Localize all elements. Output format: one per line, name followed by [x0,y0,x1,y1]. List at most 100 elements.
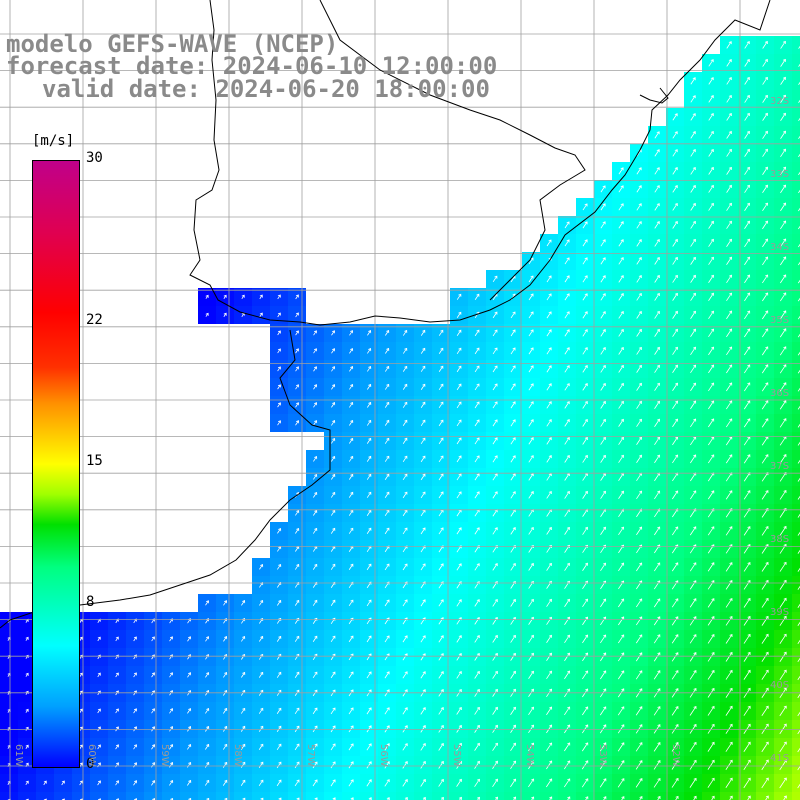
wind-arrow-head [602,382,606,387]
wind-arrow [635,706,643,716]
wind-arrow-head [639,490,643,494]
wind-arrow [780,238,786,248]
wind-arrow-head [657,688,661,692]
wind-arrow [546,437,552,445]
wind-arrow [492,743,498,751]
wind-arrow-head [440,329,444,333]
wind-arrow-head [765,490,769,494]
wind-arrow [492,509,498,517]
wind-arrow [618,419,624,427]
wind-arrow-head [657,670,661,674]
wind-arrow-head [332,509,336,513]
wind-arrow [349,384,353,390]
wind-arrow [330,474,336,480]
wind-arrow-head [603,634,607,638]
wind-arrow-head [603,616,607,620]
wind-arrow [384,527,390,535]
wind-arrow [689,634,697,644]
wind-arrow-head [711,598,715,602]
wind-arrow [492,671,498,679]
wind-arrow-head [79,654,83,658]
wind-arrow [510,275,516,283]
wind-arrow-head [566,239,570,243]
wind-arrow-head [765,346,769,350]
wind-arrow [797,567,800,572]
wind-arrow-head [746,94,750,98]
wind-arrow [151,762,155,768]
wind-arrow-head [765,454,769,458]
wind-arrow [474,743,480,751]
wind-arrow-head [260,617,264,622]
wind-arrow [672,329,678,337]
wind-arrow [618,562,624,572]
wind-arrow-head [295,348,299,352]
wind-arrow-head [747,615,751,619]
wind-arrow [456,509,462,517]
wind-arrow [762,202,768,212]
wind-arrow [402,761,408,769]
wind-arrow [582,329,588,337]
wind-arrow-head [674,310,678,314]
wind-arrow [384,635,390,643]
wind-arrow-head [674,256,678,260]
wind-arrow [312,546,318,552]
colorbar-gradient [32,160,80,768]
wind-arrow-head [476,760,480,764]
wind-arrow-head [512,365,516,369]
wind-arrow [654,293,660,301]
wind-arrow [744,167,750,175]
wind-arrow-head [296,509,300,514]
wind-arrow-head [638,275,642,279]
wind-arrow [798,171,800,176]
wind-arrow-head [621,778,625,782]
wind-arrow-head [512,437,516,441]
wind-arrow-head [440,491,444,495]
wind-arrow [582,455,588,463]
wind-arrow-head [530,616,534,620]
wind-arrow-head [783,759,787,763]
wind-arrow-head [621,526,625,530]
wind-arrow [367,330,371,336]
wind-arrow-head [188,797,192,800]
wind-arrow-head [674,113,678,117]
wind-arrow [492,491,498,499]
wind-arrow-head [332,384,336,388]
wind-arrow-head [585,760,589,764]
wind-arrow-head [368,689,372,693]
wind-arrow-head [512,491,516,495]
latitude-label: 39S [770,607,790,618]
wind-arrow-head [350,509,354,513]
wind-arrow-head [295,330,299,334]
wind-arrow-head [711,400,715,404]
wind-arrow-head [674,149,678,153]
wind-arrow [600,598,606,608]
wind-arrow-head [729,651,733,655]
wind-arrow [744,221,750,229]
wind-arrow-head [314,563,318,567]
wind-arrow [672,472,678,482]
wind-arrow [779,454,787,464]
wind-arrow-head [152,798,156,800]
wind-arrow-head [675,418,679,422]
wind-arrow-head [422,347,426,351]
wind-arrow-head [458,796,462,800]
wind-arrow [474,779,480,787]
wind-arrow-head [206,707,210,712]
wind-arrow [331,456,335,462]
wind-arrow-head [638,310,642,315]
wind-arrow [618,203,624,211]
colorbar-tick-label: 0 [86,756,95,772]
wind-arrow-head [639,562,643,566]
wind-arrow [617,634,625,644]
wind-arrow [690,257,696,265]
wind-arrow-head [656,185,660,189]
wind-arrow-head [97,780,101,784]
wind-arrow-head [657,742,661,746]
wind-arrow [726,328,732,338]
wind-arrow-head [693,687,697,692]
wind-arrow [187,636,191,642]
wind-arrow [492,401,498,409]
wind-arrow [420,671,426,679]
wind-arrow [672,113,678,121]
wind-arrow [779,418,787,428]
